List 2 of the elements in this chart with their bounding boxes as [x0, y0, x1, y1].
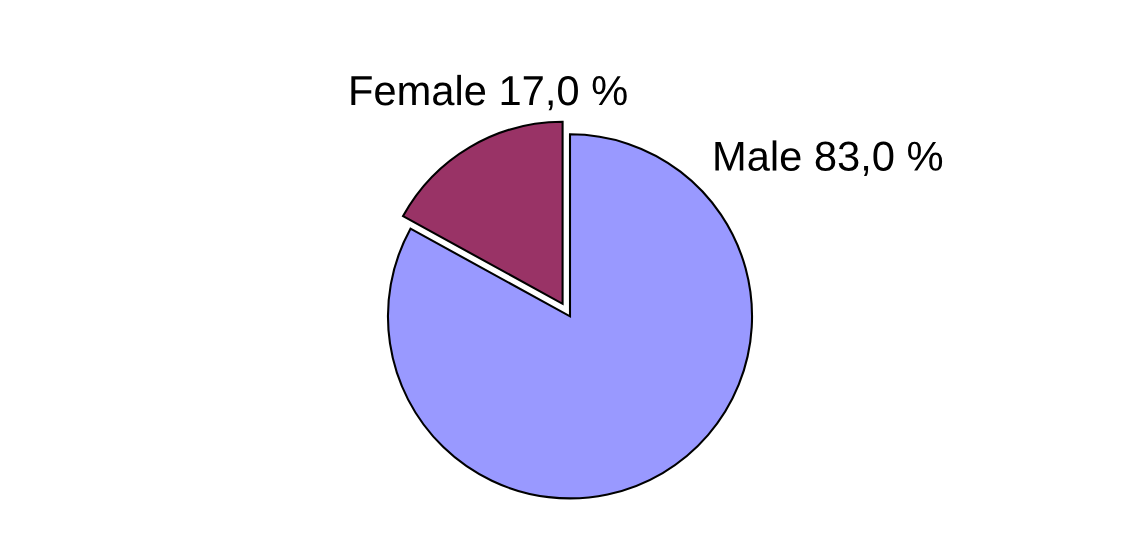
- slice-label: Female 17,0 %: [351, 74, 627, 111]
- slice-label: Male 83,0 %: [715, 140, 943, 176]
